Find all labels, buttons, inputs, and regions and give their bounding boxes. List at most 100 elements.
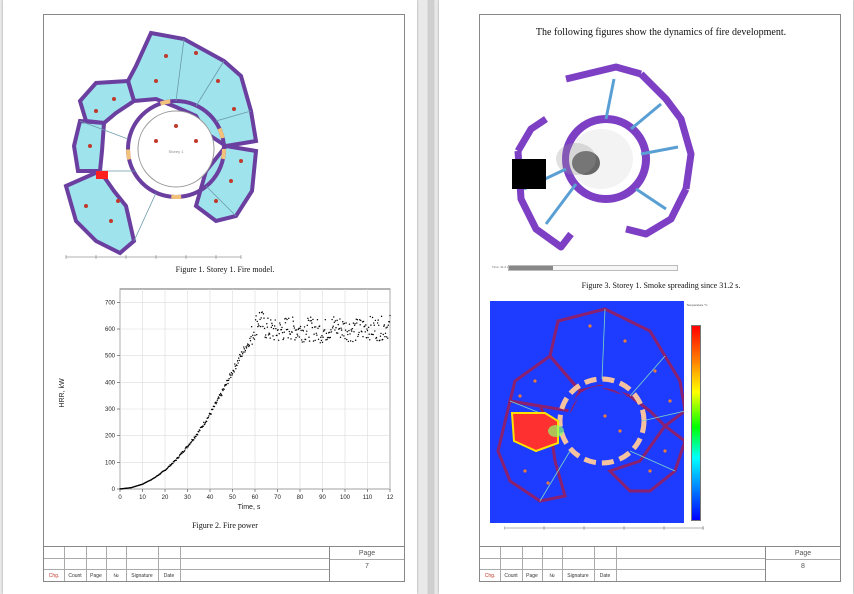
hrr-data-point [195, 435, 197, 438]
hrr-data-point [194, 437, 196, 439]
hrr-data-point [341, 334, 343, 336]
hrr-data-point [306, 330, 308, 332]
hrr-data-point [240, 351, 243, 353]
playback-progress-fill [509, 266, 553, 270]
hrr-data-point [342, 321, 344, 323]
hrr-data-point [382, 333, 384, 336]
hrr-data-point [345, 322, 347, 324]
hrr-data-point [331, 327, 334, 329]
hrr-data-point [270, 319, 272, 321]
page-heading: The following figures show the dynamics … [535, 27, 787, 38]
page-number: 8 [801, 563, 805, 570]
hrr-data-point [186, 447, 188, 449]
hrr-data-point [269, 337, 271, 339]
hrr-data-point [210, 413, 212, 415]
y-axis-label: HRR, kW [59, 378, 66, 408]
hrr-data-point [356, 319, 359, 321]
hrr-data-point [227, 382, 229, 385]
hrr-data-point [219, 392, 222, 395]
hrr-data-point [375, 336, 378, 339]
hrr-data-point [282, 338, 284, 341]
hrr-data-point [248, 344, 251, 347]
hrr-data-point [307, 317, 309, 320]
hrr-data-point [191, 438, 193, 441]
hrr-data-point [257, 323, 260, 325]
hrr-data-point [333, 321, 336, 324]
hrr-data-point [345, 338, 348, 341]
hrr-data-point [334, 329, 336, 331]
x-tick-label: 10 [139, 495, 146, 501]
hrr-data-point [331, 318, 333, 321]
hrr-data-point [376, 339, 378, 342]
hrr-data-point [322, 336, 324, 338]
hrr-data-point [241, 355, 243, 357]
hrr-data-point [284, 322, 287, 324]
tb-label-count: Count [68, 573, 82, 579]
hrr-data-point [221, 394, 223, 397]
hrr-data-point [313, 326, 316, 328]
hrr-data-point [318, 325, 321, 327]
x-tick-label: 80 [297, 495, 304, 501]
hrr-data-point [288, 317, 290, 320]
tb-label-signature: Signature [131, 573, 153, 579]
hrr-data-point [304, 338, 307, 341]
hrr-data-point [336, 332, 339, 334]
y-tick-label: 100 [105, 460, 116, 466]
hrr-data-point [321, 335, 323, 337]
hrr-data-point [317, 338, 320, 340]
hrr-data-point [343, 322, 346, 325]
hrr-data-point [383, 324, 386, 326]
scrollbar-thumb[interactable] [428, 0, 434, 594]
hrr-data-point [346, 331, 348, 333]
hrr-data-point [232, 370, 235, 372]
hrr-data-point [257, 325, 259, 328]
hrr-data-point [374, 319, 377, 322]
hrr-data-point [216, 401, 218, 404]
hrr-data-point [299, 327, 301, 329]
y-tick-label: 500 [105, 354, 116, 360]
hrr-data-point [215, 403, 217, 405]
x-tick-label: 60 [252, 495, 259, 501]
hrr-data-point [367, 326, 370, 329]
hrr-data-point [184, 448, 186, 450]
smoke-timestamp: Time: 31.2 s [492, 265, 509, 269]
hrr-data-point [253, 331, 255, 334]
hrr-data-point [303, 326, 306, 328]
hrr-data-point [214, 401, 217, 404]
hrr-data-point [343, 335, 345, 337]
hrr-data-point [255, 315, 257, 317]
hrr-data-point [385, 336, 388, 338]
hrr-data-point [281, 331, 284, 334]
hrr-data-point [383, 325, 385, 327]
hrr-data-point [247, 344, 249, 346]
hrr-data-point [270, 326, 273, 329]
hrr-data-point [365, 324, 367, 326]
hrr-data-point [219, 394, 221, 397]
hrr-data-point [356, 322, 358, 324]
playback-progress-bar[interactable] [508, 265, 678, 271]
page-label: Page [330, 548, 404, 560]
hrr-data-point [366, 329, 369, 332]
hrr-data-point [258, 325, 260, 327]
hrr-data-point [291, 331, 293, 333]
hrr-data-point [295, 336, 297, 339]
hrr-data-point [349, 340, 352, 342]
hrr-data-point [281, 326, 283, 329]
hrr-data-point [325, 339, 327, 341]
hrr-data-point [330, 331, 333, 333]
hrr-data-point [330, 329, 332, 331]
hrr-data-point [294, 329, 297, 331]
hrr-data-point [305, 333, 307, 335]
tb-label-signature: Signature [567, 573, 589, 579]
hrr-data-point [254, 334, 256, 336]
hrr-data-point [230, 372, 233, 374]
hrr-data-point [248, 345, 250, 348]
fire-model-legend: Storey 1 [169, 149, 185, 154]
hrr-data-point [221, 388, 224, 391]
hrr-data-point [372, 333, 374, 336]
tb-label-number: № [113, 573, 119, 579]
hrr-data-point [363, 325, 366, 327]
y-tick-label: 200 [105, 434, 116, 440]
x-tick-label: 70 [274, 495, 281, 501]
vertical-scrollbar[interactable] [427, 0, 435, 594]
